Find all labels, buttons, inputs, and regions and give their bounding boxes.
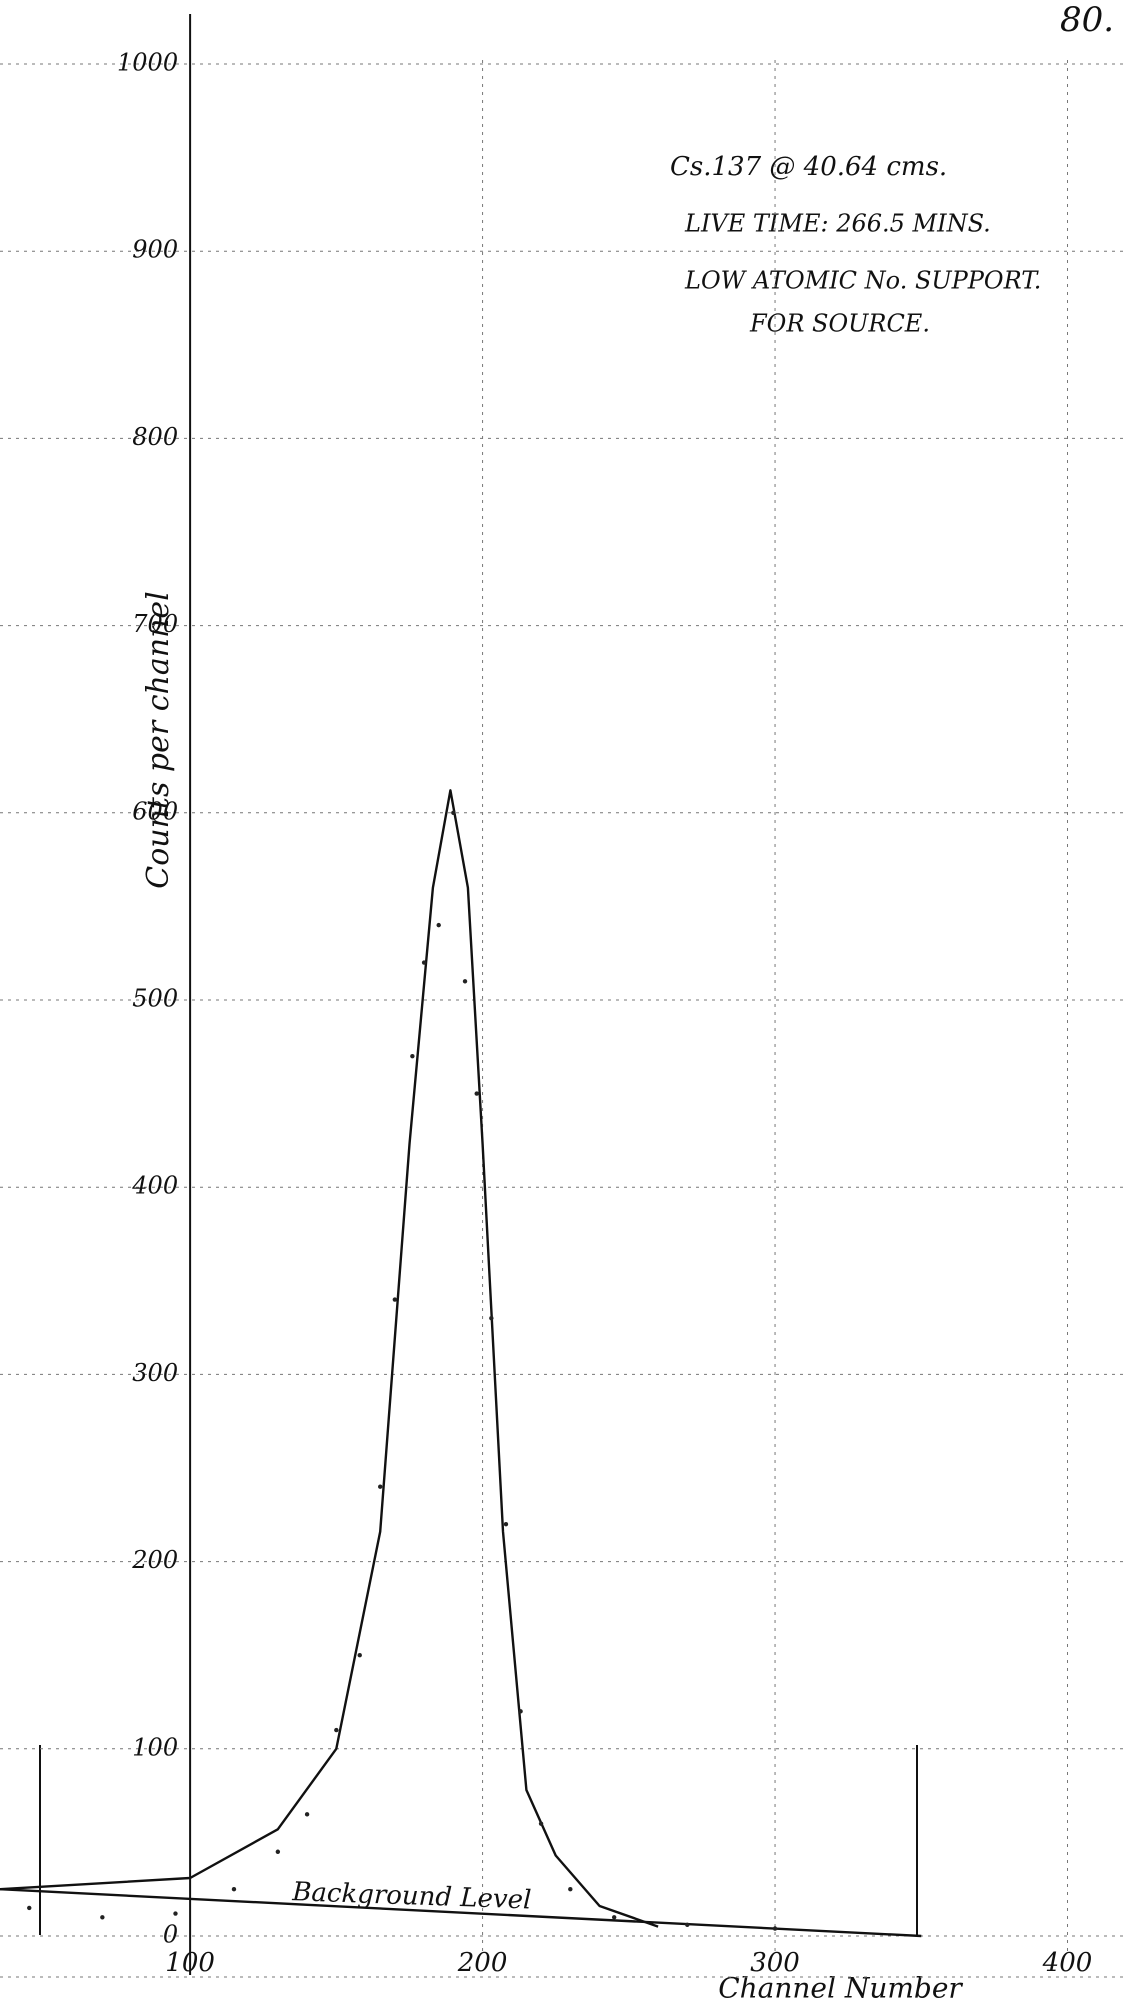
x-tick-label: 400 [1042,1948,1093,1978]
y-tick-label: 700 [132,610,178,638]
data-point [421,960,427,965]
data-point [27,1905,32,1911]
y-tick-label: 300 [132,1359,178,1387]
data-point [173,1911,178,1916]
page-number: 80. [1060,0,1114,40]
data-point [304,1812,310,1817]
y-tick-label: 900 [132,236,178,264]
data-point [378,1484,383,1489]
data-point [462,979,468,984]
data-point [685,1922,690,1927]
curve [0,1888,922,1938]
data-point [451,810,456,815]
y-tick-label: 400 [131,1172,178,1200]
x-tick-label: 200 [457,1948,508,1978]
data-point [334,1727,339,1733]
data-point [357,1653,362,1658]
curve [0,789,659,1928]
x-tick-label: 300 [750,1948,800,1978]
y-tick-label: 500 [132,985,178,1013]
data-point [100,1915,105,1920]
annotation: LOW ATOMIC No. SUPPORT. [684,267,1041,295]
data-point [611,1915,617,1920]
y-tick-label: 1000 [117,49,178,77]
data-point [410,1053,415,1059]
data-point [231,1887,237,1892]
y-tick-label: 600 [132,797,178,825]
data-point [772,1926,778,1931]
data-point [436,922,441,928]
y-tick-label: 800 [132,423,178,451]
y-tick-label: 0 [163,1921,178,1949]
data-point [503,1521,509,1527]
y-axis-label: Counts per channel [141,591,176,888]
data-point [474,1091,479,1096]
data-point [392,1297,398,1302]
annotation: LIVE TIME: 266.5 MINS. [684,210,991,238]
data-point [489,1316,494,1321]
y-tick-label: 100 [132,1733,178,1761]
data-point [518,1709,523,1714]
data-point [568,1887,573,1892]
annotation: FOR SOURCE. [749,310,930,338]
annotation: Cs.137 @ 40.64 cms. [670,152,947,182]
y-tick-label: 200 [131,1546,178,1574]
data-point [275,1849,281,1854]
data-point [538,1821,544,1826]
